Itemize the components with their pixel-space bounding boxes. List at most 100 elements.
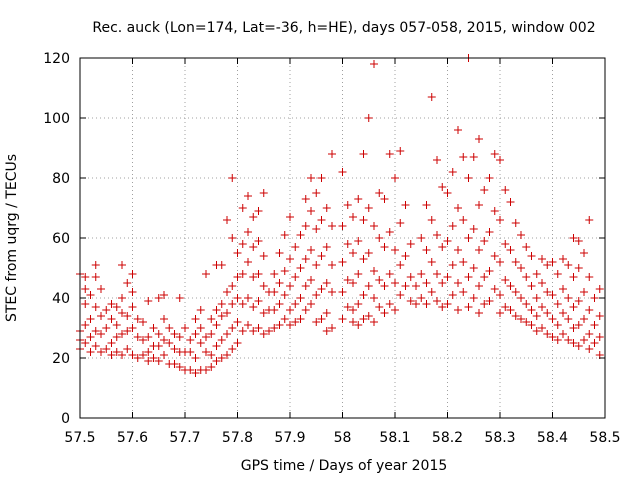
data-point — [349, 306, 357, 314]
data-point — [375, 189, 384, 197]
data-point — [149, 354, 158, 362]
data-point — [233, 273, 242, 281]
data-point — [112, 303, 121, 311]
data-point — [217, 261, 226, 269]
data-point — [312, 261, 321, 269]
data-point — [212, 357, 221, 365]
data-point — [270, 306, 279, 314]
data-point — [438, 303, 447, 311]
data-point — [522, 243, 531, 251]
data-point — [212, 321, 221, 329]
data-point — [301, 306, 310, 314]
data-point — [139, 351, 147, 359]
data-point — [107, 339, 116, 347]
data-point — [585, 273, 594, 281]
data-point — [380, 309, 389, 317]
data-point — [422, 279, 431, 287]
data-point — [259, 309, 268, 317]
data-point — [259, 330, 268, 338]
data-point — [375, 276, 384, 284]
data-point — [354, 321, 363, 329]
data-point — [123, 279, 132, 287]
data-point — [580, 288, 588, 296]
x-tick-label: 58.4 — [537, 430, 568, 446]
data-point — [385, 270, 394, 278]
data-point — [475, 201, 483, 209]
data-point — [128, 270, 137, 278]
data-point — [160, 315, 168, 323]
data-point — [118, 294, 126, 302]
data-point — [349, 279, 357, 287]
data-point — [307, 207, 315, 215]
data-point — [275, 249, 284, 257]
data-point — [553, 336, 562, 344]
data-point — [585, 345, 594, 353]
data-point — [207, 330, 216, 338]
data-point — [118, 309, 126, 317]
data-point — [322, 309, 331, 317]
data-point — [175, 294, 184, 302]
data-point — [590, 294, 599, 302]
data-point — [338, 315, 347, 323]
data-point — [154, 357, 163, 365]
data-point — [191, 369, 200, 377]
data-point — [343, 201, 352, 209]
data-point — [543, 330, 552, 338]
data-point — [202, 270, 210, 278]
data-point — [391, 246, 399, 254]
data-point — [527, 252, 536, 260]
data-point — [144, 333, 153, 341]
data-point — [223, 309, 231, 317]
data-point — [590, 321, 599, 329]
data-point — [433, 156, 441, 164]
data-point — [406, 297, 415, 305]
data-point — [595, 333, 604, 341]
data-point — [538, 324, 546, 332]
data-point — [175, 363, 184, 371]
data-point — [275, 300, 284, 308]
data-point — [165, 324, 174, 332]
data-point — [123, 345, 132, 353]
data-point — [275, 279, 284, 287]
data-point — [496, 309, 504, 317]
x-tick-label: 57.6 — [117, 430, 148, 446]
data-point — [91, 261, 100, 269]
data-point — [175, 333, 184, 341]
data-point — [160, 351, 168, 359]
data-point — [506, 198, 515, 206]
data-point — [496, 156, 504, 164]
data-point — [238, 240, 247, 248]
data-point — [238, 204, 247, 212]
data-point — [349, 249, 357, 257]
data-point — [553, 321, 562, 329]
data-point — [328, 288, 336, 296]
data-point — [585, 216, 594, 224]
data-point — [144, 297, 153, 305]
data-point — [359, 255, 368, 263]
data-point — [469, 225, 478, 233]
data-point — [291, 300, 300, 308]
data-point — [475, 135, 483, 143]
data-point — [343, 276, 352, 284]
data-point — [291, 243, 300, 251]
data-point — [291, 273, 300, 281]
data-point — [307, 276, 315, 284]
data-point — [459, 258, 468, 266]
data-point — [501, 240, 510, 248]
data-point — [559, 309, 567, 317]
data-point — [595, 312, 604, 320]
data-point — [160, 336, 168, 344]
data-point — [196, 306, 205, 314]
data-point — [543, 261, 552, 269]
grid-lines — [80, 58, 605, 418]
data-point — [543, 309, 552, 317]
data-point — [359, 315, 368, 323]
data-point — [154, 330, 163, 338]
data-point — [569, 303, 578, 311]
y-tick-label: 100 — [43, 111, 70, 127]
data-point — [559, 330, 567, 338]
data-point — [286, 213, 294, 221]
data-point — [322, 327, 331, 335]
data-point — [249, 213, 258, 221]
data-point — [469, 294, 478, 302]
